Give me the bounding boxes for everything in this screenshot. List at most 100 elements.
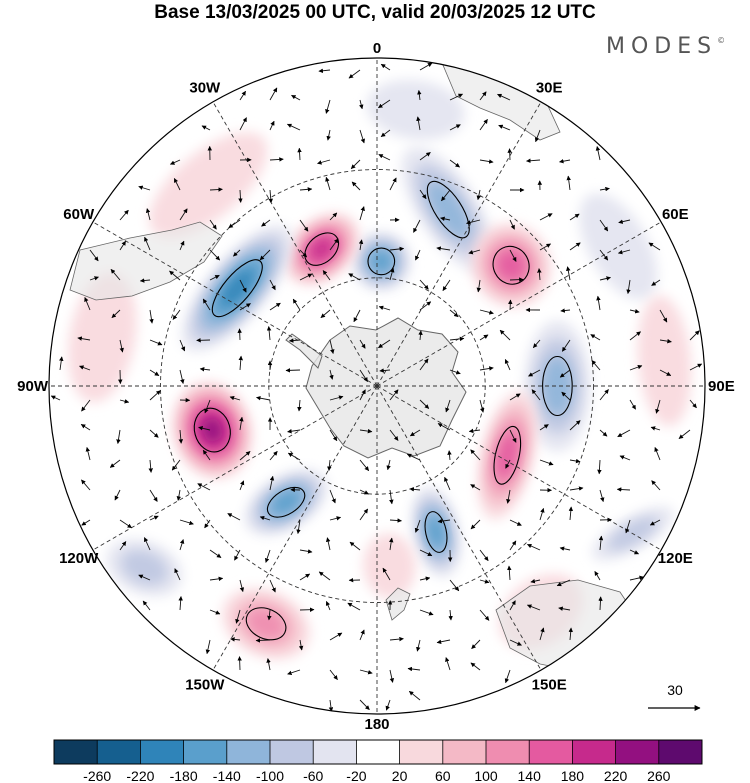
- wind-arrow-48: [325, 176, 331, 191]
- colorbar: -260 -220 -180 -140 -100 -60 -20 20 60 100 140 180 2…: [53, 739, 703, 783]
- blob-1: [401, 146, 495, 273]
- wind-arrow-42: [138, 185, 151, 191]
- wind-arrow-190: [389, 389, 399, 401]
- wind-arrow-122: [269, 302, 281, 311]
- wind-arrow-97: [110, 268, 121, 281]
- meridian-300: [92, 221, 378, 387]
- wind-arrow-52: [441, 189, 451, 202]
- wind-arrow-341: [436, 639, 451, 645]
- wind-arrow-161: [179, 369, 185, 384]
- wind-arrow-30: [269, 157, 284, 162]
- wind-arrow-358: [385, 699, 391, 711]
- wind-arrow-39: [526, 158, 541, 164]
- blob-11-level-4: [497, 432, 518, 478]
- wind-arrow-7: [291, 94, 301, 101]
- wind-arrow-328: [479, 609, 490, 621]
- wind-arrow-315: [594, 571, 601, 581]
- wind-arrow-239: [597, 459, 602, 475]
- wind-arrow-214: [468, 428, 481, 434]
- wind-arrow-156: [689, 330, 700, 341]
- wind-arrow-338: [359, 629, 365, 641]
- wind-arrow-319: [209, 609, 221, 615]
- wind-arrow-20: [359, 129, 366, 144]
- wind-arrow-180: [81, 399, 91, 412]
- wind-arrow-144: [329, 339, 335, 354]
- wind-arrow-112: [566, 266, 571, 281]
- lon-120e-label: 120E: [658, 550, 693, 567]
- colorbar-tick-1: -260: [83, 768, 111, 783]
- wind-arrow-187: [297, 399, 302, 412]
- wind-arrow-285: [209, 549, 222, 558]
- wind-arrow-49: [351, 181, 361, 191]
- wind-arrow-111: [537, 268, 542, 281]
- wind-arrow-205: [198, 426, 211, 431]
- wind-arrow-204: [178, 429, 184, 444]
- wind-arrow-120: [202, 298, 211, 311]
- wind-arrow-311: [479, 579, 490, 584]
- new-zealand-land: [385, 587, 411, 621]
- wind-arrow-333: [205, 639, 211, 655]
- wind-arrow-253: [409, 487, 421, 492]
- colorbar-swatch-12: [529, 740, 573, 764]
- wind-arrow-336: [298, 639, 304, 651]
- colorbar-tick-6: -60: [303, 768, 323, 783]
- wind-arrow-262: [81, 519, 91, 526]
- colorbar-swatch-11: [486, 740, 530, 764]
- colorbar-swatch-7: [313, 740, 357, 764]
- blob-13-level-1: [363, 533, 416, 599]
- blob-8-level-2: [121, 550, 168, 586]
- latitude-circle-2: [160, 169, 594, 603]
- wind-arrow-329: [509, 600, 516, 611]
- wind-arrow-103: [299, 273, 313, 281]
- wind-arrow-265: [179, 519, 194, 526]
- wind-arrow-145: [359, 339, 366, 349]
- wind-arrow-274: [437, 518, 451, 524]
- wind-arrow-194: [509, 393, 521, 401]
- meridian-240: [92, 385, 378, 551]
- wind-arrow-321: [267, 609, 272, 621]
- blob-7-level-3: [246, 608, 286, 640]
- wind-arrow-5: [239, 90, 246, 101]
- wind-arrow-240: [619, 455, 631, 461]
- wind-arrow-35: [419, 152, 431, 161]
- meridian-120: [376, 385, 662, 551]
- wind-arrow-163: [238, 355, 244, 371]
- wind-arrow-134: [629, 309, 640, 314]
- wind-arrow-305: [299, 573, 311, 581]
- wind-arrow-139: [179, 339, 186, 352]
- wind-arrow-236: [505, 459, 511, 469]
- brand-name: MODES: [606, 34, 718, 59]
- blob-18: [149, 132, 268, 238]
- blob-12-level-4: [427, 516, 445, 548]
- wind-arrow-348: [287, 669, 301, 675]
- wind-arrow-235: [470, 449, 481, 461]
- wind-arrow-146: [378, 339, 391, 349]
- blob-4: [181, 225, 293, 352]
- colorbar-swatch-13: [572, 740, 616, 764]
- wind-arrow-224: [148, 459, 153, 473]
- wind-arrow-72: [539, 213, 553, 221]
- wind-arrow-254: [444, 476, 451, 491]
- blob-17: [579, 193, 658, 300]
- wind-arrow-104: [322, 270, 331, 281]
- wind-arrow-324: [347, 602, 361, 611]
- lon-150e-label: 150E: [532, 676, 567, 693]
- wind-arrow-106: [389, 267, 395, 281]
- wind-arrow-116: [84, 296, 91, 311]
- wind-arrow-230: [327, 459, 332, 472]
- wind-arrow-38: [507, 148, 512, 161]
- blob-3-level-5: [311, 238, 333, 260]
- wind-arrow-208: [287, 428, 301, 434]
- wind-arrow-121: [239, 303, 251, 311]
- wind-arrow-109: [476, 279, 482, 293]
- blob-12: [411, 486, 461, 578]
- wind-arrow-310: [449, 579, 460, 592]
- wind-arrow-359: [408, 690, 421, 701]
- wind-arrow-217: [569, 420, 581, 431]
- wind-arrow-211: [389, 429, 399, 441]
- wind-arrow-68: [413, 219, 421, 233]
- wind-arrow-79: [179, 240, 185, 251]
- blob-6-level-4: [271, 490, 301, 514]
- colorbar-swatch-9: [399, 740, 444, 764]
- wind-arrow-218: [599, 429, 608, 437]
